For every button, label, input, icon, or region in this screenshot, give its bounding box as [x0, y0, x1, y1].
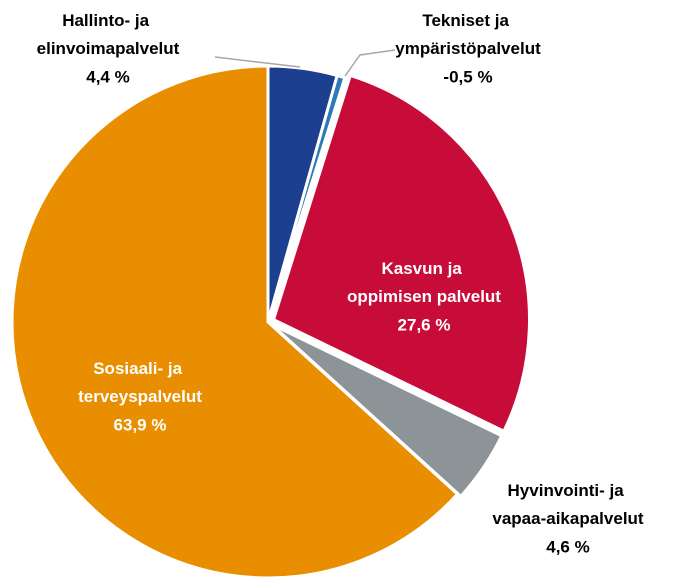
leader-line — [344, 49, 396, 77]
value-label: 4,4 % — [86, 67, 129, 86]
slice-label: Kasvun ja oppimisen palvelut — [347, 259, 501, 306]
value-label: 27,6 % — [398, 315, 451, 334]
label-line: Sosiaali- ja — [93, 359, 187, 378]
slice-label: Hallinto- ja elinvoimapalvelut — [37, 11, 180, 58]
pie-slice — [270, 322, 504, 499]
pie-slice — [10, 64, 460, 579]
label-line: elinvoimapalvelut — [37, 39, 180, 58]
value-label: 63,9 % — [114, 415, 167, 434]
value-label: 4,6 % — [546, 537, 589, 556]
slice-label: Tekniset ja ympäristöpalvelut — [395, 11, 541, 58]
leader-line — [214, 56, 301, 68]
label-line: Kasvun ja — [381, 259, 466, 278]
pie-slice — [266, 73, 347, 323]
pie-slice — [271, 73, 531, 434]
label-line: oppimisen palvelut — [347, 287, 501, 306]
label-line: terveyspalvelut — [78, 387, 202, 406]
label-line: Tekniset ja — [422, 11, 513, 30]
label-line: Hyvinvointi- ja — [508, 481, 629, 500]
label-line: ympäristöpalvelut — [395, 39, 541, 58]
value-label: -0,5 % — [443, 67, 492, 86]
label-line: Hallinto- ja — [62, 11, 154, 30]
slice-label: Hyvinvointi- ja vapaa-aikapalvelut — [492, 481, 644, 528]
slice-label: Sosiaali- ja terveyspalvelut — [78, 359, 202, 406]
label-line: vapaa-aikapalvelut — [492, 509, 644, 528]
